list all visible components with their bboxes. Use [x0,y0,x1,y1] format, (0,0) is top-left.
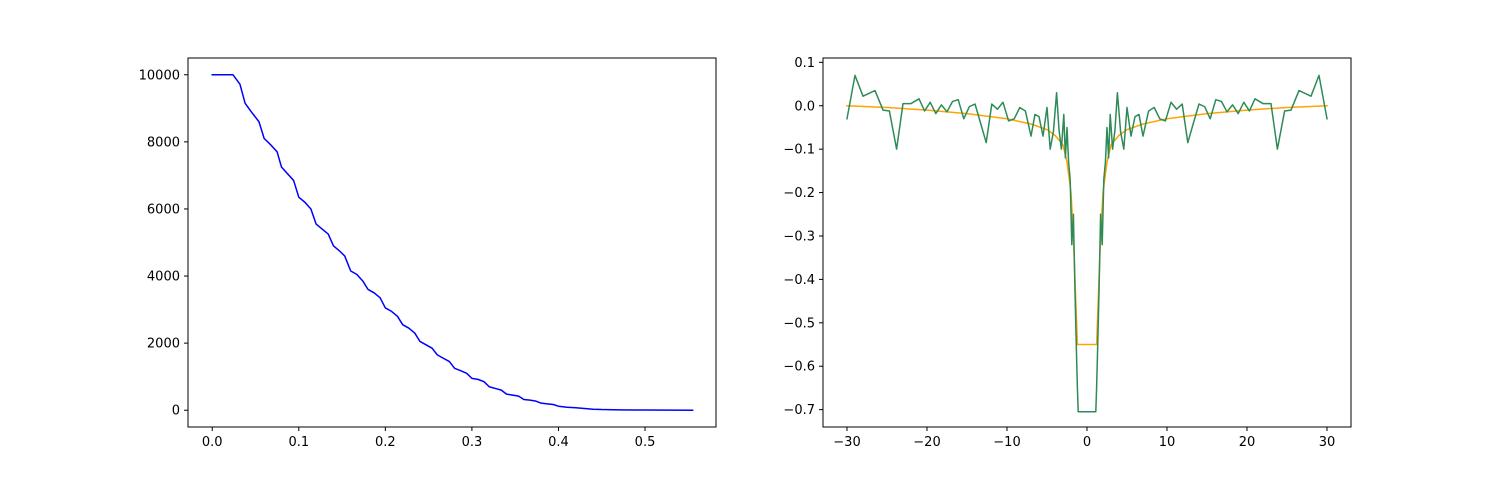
y-tick-label: 2000 [147,337,180,352]
x-tick-label: −10 [993,435,1020,450]
x-tick-label: 30 [1319,435,1336,450]
y-tick-label: −0.2 [783,186,815,201]
axes-frame [187,57,717,428]
y-tick-label: 6000 [147,202,180,217]
y-tick-label: −0.1 [783,143,815,158]
y-tick-label: 0 [172,404,180,419]
x-tick-label: 10 [1159,435,1176,450]
series-line-0 [211,74,694,411]
y-tick-label: −0.4 [783,273,815,288]
y-tick-label: 8000 [147,135,180,150]
y-tick-label: 0.0 [794,99,815,114]
x-tick-label: 0.5 [635,435,656,450]
series-group [211,74,694,411]
y-tick-label: 0.1 [794,56,815,71]
y-tick-label: 4000 [147,270,180,285]
x-tick-label: −20 [913,435,940,450]
x-tick-label: 20 [1239,435,1256,450]
series-line-1 [846,74,1328,413]
y-tick-label: 10000 [139,68,180,83]
chart-left: 0.0 0.1 0.2 0.3 0.4 0.5 0 2000 4000 6000 8000 10000 [139,57,717,450]
chart-right: −30 −20 −10 0 10 20 30 −0.7 −0.6 −0.5 −0.4 −0.3 −0.2… [783,56,1352,450]
x-tick-label: 0.2 [375,435,396,450]
y-tick-label: −0.7 [783,403,815,418]
series-line-0 [846,104,1328,346]
x-tick-label: 0.1 [288,435,309,450]
series-group [846,74,1328,413]
y-tick-label: −0.3 [783,229,815,244]
x-tick-label: 0.0 [202,435,223,450]
y-tick-label: −0.6 [783,360,815,375]
x-tick-label: 0.3 [462,435,483,450]
y-tick-label: −0.5 [783,316,815,331]
x-tick-label: 0 [1083,435,1091,450]
x-tick-label: −30 [833,435,860,450]
x-tick-label: 0.4 [548,435,569,450]
